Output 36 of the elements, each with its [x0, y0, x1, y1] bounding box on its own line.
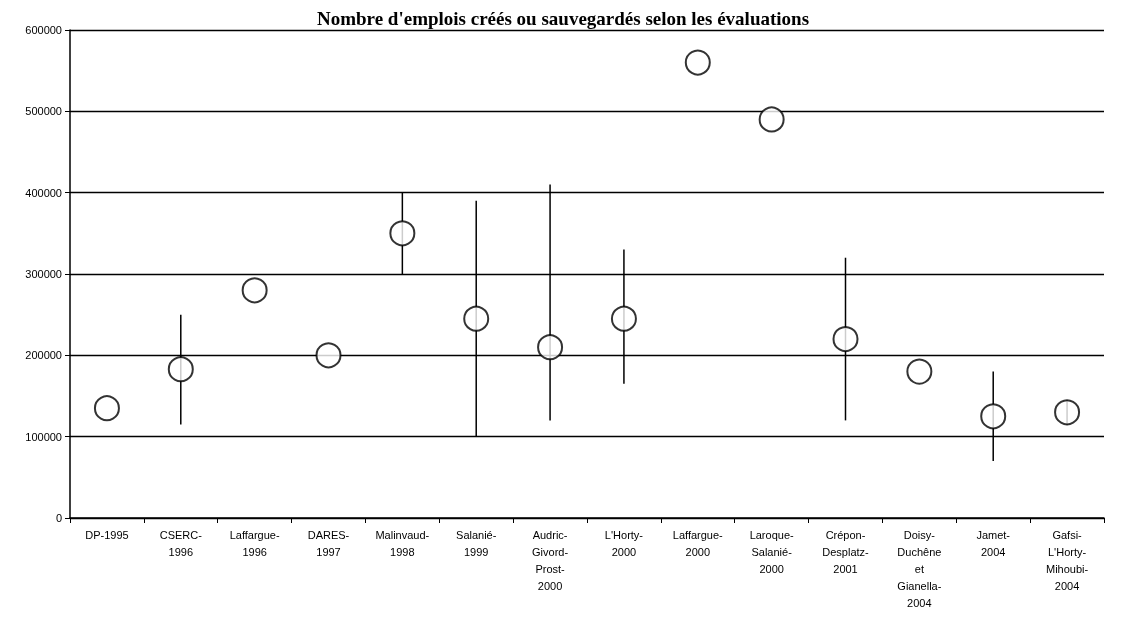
point — [241, 277, 268, 304]
x-tick-label: Laffargue-1996 — [229, 528, 280, 558]
x-tick-label: Laroque-Salanié-2000 — [749, 528, 794, 575]
y-tick-label: 200000 — [25, 349, 62, 362]
x-tick-label: CSERC-1996 — [159, 528, 203, 558]
x-tick-label: Laffargue-2000 — [672, 528, 724, 558]
point — [906, 358, 933, 385]
y-tick-label: 300000 — [25, 268, 62, 280]
point — [463, 305, 490, 332]
point — [315, 342, 342, 369]
x-tick-label: Audric-Givord-Prost-2000 — [532, 528, 569, 592]
point — [758, 106, 785, 133]
y-tick-label: 400000 — [25, 186, 62, 199]
x-tick-label: Gafsi-L'Horty-Mihoubi-2004 — [1045, 528, 1089, 592]
y-tick-label: 0 — [55, 512, 62, 524]
chart-title: Nombre d'emplois créés ou sauvegardés selon les évaluations — [316, 8, 810, 29]
point — [610, 305, 637, 332]
y-tick-label: 500000 — [25, 105, 62, 118]
point — [684, 49, 711, 76]
point — [93, 395, 120, 422]
x-tick-label: Jamet-2004 — [976, 528, 1011, 558]
y-tick-label: 100000 — [25, 430, 62, 443]
x-tick-label: DARES-1997 — [307, 528, 350, 558]
point — [1054, 399, 1081, 426]
x-tick-label: L'Horty-2000 — [604, 528, 644, 558]
x-tick-label: Crépon-Desplatz-2001 — [822, 528, 870, 575]
point — [167, 356, 194, 383]
point — [537, 334, 564, 361]
x-tick-label: Malinvaud-1998 — [375, 528, 430, 558]
x-tick-label: DP-1995 — [85, 528, 129, 541]
point — [980, 403, 1007, 430]
point — [832, 326, 859, 353]
point — [389, 220, 416, 247]
x-tick-label: Salanié-1999 — [456, 528, 497, 558]
y-tick-label: 600000 — [25, 24, 62, 36]
x-tick-label: Doisy-Duchêne et Gianella-2004 — [897, 528, 942, 609]
